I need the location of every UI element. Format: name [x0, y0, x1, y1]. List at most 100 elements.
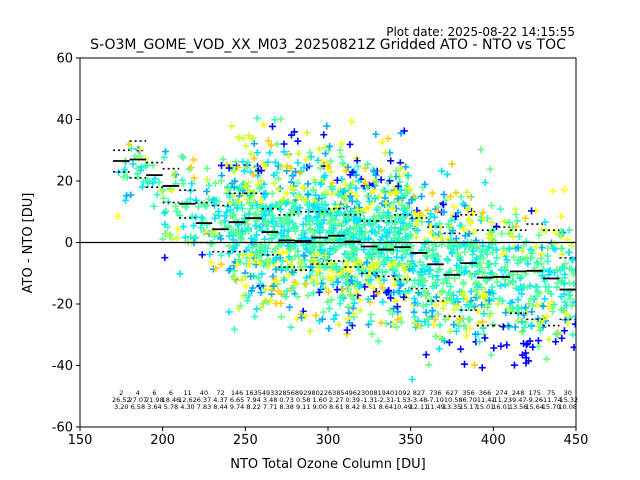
scatter-point [441, 196, 449, 204]
bin-label-std: 15.64 [525, 403, 544, 411]
scatter-point [258, 270, 266, 278]
scatter-point [414, 280, 422, 288]
scatter-point [291, 202, 299, 210]
scatter-point [171, 169, 179, 177]
scatter-point [342, 218, 350, 226]
scatter-point [268, 190, 276, 198]
scatter-point [529, 302, 537, 310]
scatter-point [315, 145, 323, 153]
bin-label-std: 8.22 [246, 403, 260, 411]
scatter-point [415, 322, 423, 330]
scatter-point [173, 207, 181, 215]
scatter-point [278, 222, 286, 230]
scatter-point [271, 158, 279, 166]
scatter-point [346, 268, 354, 276]
scatter-point [244, 297, 252, 305]
scatter-point [372, 215, 380, 223]
scatter-point [252, 222, 260, 230]
bin-label-std: 13.35 [443, 403, 462, 411]
scatter-point [328, 267, 336, 275]
scatter-point [342, 199, 350, 207]
scatter-point [280, 218, 288, 226]
scatter-point [380, 276, 388, 284]
scatter-point [346, 192, 354, 200]
scatter-point [230, 210, 238, 218]
scatter-point [279, 232, 287, 240]
scatter-point [304, 291, 312, 299]
scatter-point [325, 305, 333, 313]
bin-label-n: 146 [231, 389, 243, 397]
scatter-point [471, 330, 479, 338]
scatter-point [268, 122, 276, 130]
scatter-point [238, 201, 246, 209]
bin-label-mean: 4.37 [213, 396, 227, 404]
bin-label-n: 736 [429, 389, 441, 397]
scatter-point [525, 300, 533, 308]
scatter-point [120, 173, 128, 181]
scatter-point [249, 134, 257, 142]
scatter-point [273, 140, 281, 148]
scatter-point [499, 250, 507, 258]
scatter-point [230, 325, 238, 333]
scatter-point [453, 295, 461, 303]
scatter-point [254, 181, 262, 189]
scatter-point [289, 186, 297, 194]
scatter-point [161, 254, 169, 262]
scatter-point [350, 299, 358, 307]
bin-label-mean: -11.74 [541, 396, 562, 404]
scatter-point [215, 198, 223, 206]
scatter-point [478, 301, 486, 309]
bin-label-mean: -6.70 [460, 396, 477, 404]
scatter-point [135, 154, 143, 162]
scatter-point [485, 296, 493, 304]
scatter-point [203, 176, 211, 184]
scatter-point [399, 261, 407, 269]
scatter-point [463, 296, 471, 304]
scatter-point [557, 212, 565, 220]
scatter-point [326, 220, 334, 228]
scatter-point [242, 282, 250, 290]
scatter-point [325, 147, 333, 155]
scatter-point [540, 266, 548, 274]
scatter-point [187, 164, 195, 172]
scatter-point [454, 249, 462, 257]
scatter-point [284, 227, 292, 235]
scatter-point [299, 220, 307, 228]
scatter-point [497, 282, 505, 290]
bin-label-std: 3.20 [114, 403, 128, 411]
scatter-point [439, 201, 447, 209]
scatter-point [507, 308, 515, 316]
bin-label-mean: -11.41 [475, 396, 496, 404]
scatter-point [510, 361, 518, 369]
scatter-point [239, 251, 247, 259]
scatter-point [336, 146, 344, 154]
scatter-point [198, 251, 206, 259]
scatter-point [423, 301, 431, 309]
bin-label-n: 8929 [295, 389, 312, 397]
scatter-point [342, 251, 350, 259]
scatter-point [294, 293, 302, 301]
bin-label-mean: 1.60 [312, 396, 326, 404]
bin-label-n: 4962 [345, 389, 362, 397]
scatter-point [457, 345, 465, 353]
scatter-point [232, 199, 240, 207]
scatter-point [527, 295, 535, 303]
scatter-point [441, 275, 449, 283]
scatter-point [300, 163, 308, 171]
scatter-point [341, 187, 349, 195]
bin-label-std: 3.64 [147, 403, 161, 411]
scatter-point [301, 252, 309, 260]
scatter-point [395, 238, 403, 246]
x-tick-label: 400 [481, 433, 506, 448]
scatter-point [399, 206, 407, 214]
scatter-point [272, 300, 280, 308]
scatter-point [268, 286, 276, 294]
scatter-point [247, 150, 255, 158]
scatter-point [397, 318, 405, 326]
scatter-point [407, 261, 415, 269]
scatter-point [315, 195, 323, 203]
scatter-point [390, 305, 398, 313]
scatter-point [419, 302, 427, 310]
scatter-point [330, 315, 338, 323]
scatter-point [368, 330, 376, 338]
